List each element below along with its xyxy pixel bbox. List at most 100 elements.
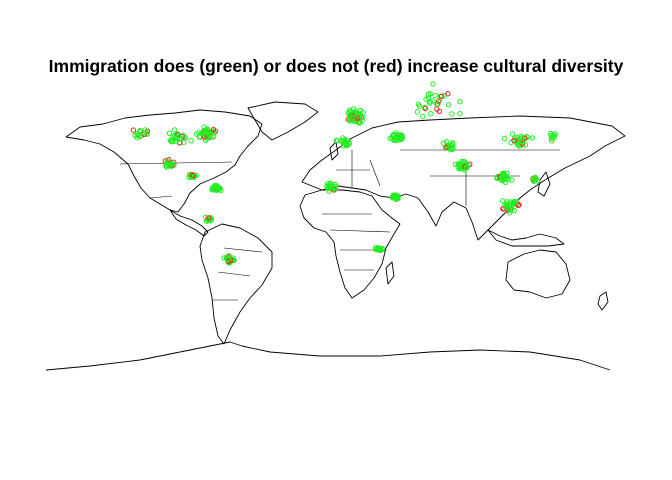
point-yes bbox=[548, 135, 555, 141]
point-yes bbox=[360, 114, 366, 121]
point-yes bbox=[456, 166, 462, 172]
point-no bbox=[439, 93, 445, 100]
point-yes bbox=[420, 113, 426, 120]
uk-outline bbox=[329, 141, 339, 161]
point-yes bbox=[414, 109, 421, 115]
plot-title: Immigration does (green) or does not (re… bbox=[48, 56, 624, 76]
point-yes bbox=[530, 175, 536, 181]
point-yes bbox=[332, 183, 339, 190]
point-yes bbox=[188, 138, 194, 144]
point-yes bbox=[393, 130, 399, 136]
point-yes bbox=[452, 161, 459, 168]
point-no bbox=[445, 91, 451, 97]
point-no bbox=[511, 137, 517, 144]
point-yes bbox=[432, 92, 438, 99]
point-no bbox=[175, 131, 181, 138]
point-yes bbox=[511, 199, 517, 205]
point-yes bbox=[549, 138, 555, 144]
point-yes bbox=[225, 256, 231, 262]
point-no bbox=[201, 134, 207, 140]
australia-outline bbox=[505, 249, 571, 299]
point-yes bbox=[141, 129, 147, 136]
point-yes bbox=[373, 244, 379, 251]
point-yes bbox=[457, 111, 463, 117]
point-yes bbox=[332, 185, 338, 192]
point-yes bbox=[507, 207, 514, 213]
point-no bbox=[520, 141, 526, 147]
south-america-outline bbox=[199, 223, 273, 345]
point-yes bbox=[166, 160, 172, 166]
point-yes bbox=[324, 183, 330, 190]
point-yes bbox=[501, 135, 508, 142]
point-yes bbox=[230, 255, 236, 261]
point-yes bbox=[356, 112, 362, 118]
point-yes bbox=[170, 133, 176, 139]
point-yes bbox=[134, 131, 140, 137]
point-yes bbox=[204, 135, 210, 142]
point-yes bbox=[504, 170, 510, 177]
point-no bbox=[210, 126, 217, 133]
indonesia-outline bbox=[487, 229, 565, 247]
point-yes bbox=[504, 199, 510, 205]
point-yes bbox=[507, 210, 513, 216]
point-yes bbox=[326, 188, 332, 194]
point-yes bbox=[434, 101, 440, 108]
point-yes bbox=[215, 185, 221, 191]
point-yes bbox=[446, 143, 453, 150]
point-yes bbox=[203, 128, 210, 134]
eurasia-outline bbox=[301, 115, 626, 241]
point-yes bbox=[428, 111, 434, 117]
point-yes bbox=[449, 111, 455, 117]
point-yes bbox=[444, 138, 450, 145]
point-no bbox=[436, 108, 443, 115]
point-yes bbox=[430, 98, 436, 104]
point-yes bbox=[504, 202, 510, 208]
point-yes bbox=[202, 214, 209, 221]
point-yes bbox=[449, 140, 456, 146]
point-yes bbox=[341, 139, 347, 145]
point-no bbox=[516, 202, 522, 208]
japan-outline bbox=[537, 171, 551, 197]
point-yes bbox=[325, 181, 331, 187]
point-yes bbox=[509, 131, 516, 137]
point-yes bbox=[519, 135, 525, 141]
new-zealand-outline bbox=[597, 291, 609, 311]
africa-outline bbox=[299, 189, 401, 299]
point-yes bbox=[499, 173, 505, 179]
point-yes bbox=[206, 131, 213, 137]
point-yes bbox=[373, 246, 379, 253]
point-yes bbox=[344, 142, 350, 149]
central-america-outline bbox=[169, 209, 209, 237]
point-yes bbox=[176, 136, 183, 142]
point-yes bbox=[508, 199, 514, 205]
point-yes bbox=[209, 184, 216, 191]
point-no bbox=[190, 172, 196, 179]
survey-points bbox=[130, 81, 558, 266]
point-yes bbox=[166, 162, 173, 169]
point-yes bbox=[357, 120, 363, 126]
point-yes bbox=[427, 91, 433, 97]
point-yes bbox=[416, 103, 423, 109]
point-yes bbox=[509, 177, 515, 183]
point-no bbox=[206, 215, 212, 221]
point-yes bbox=[445, 145, 451, 151]
greenland-outline bbox=[247, 101, 319, 141]
point-yes bbox=[357, 107, 363, 114]
point-yes bbox=[524, 134, 530, 140]
point-yes bbox=[352, 110, 358, 116]
antarctica-outline bbox=[45, 341, 611, 371]
point-yes bbox=[175, 132, 182, 139]
point-yes bbox=[445, 102, 452, 108]
point-no bbox=[422, 105, 428, 112]
point-yes bbox=[208, 216, 215, 222]
point-yes bbox=[430, 81, 436, 87]
point-yes bbox=[334, 137, 341, 144]
point-yes bbox=[347, 113, 353, 119]
point-yes bbox=[166, 130, 173, 137]
point-no bbox=[443, 144, 449, 151]
point-yes bbox=[171, 127, 178, 133]
point-yes bbox=[533, 175, 539, 181]
point-yes bbox=[463, 165, 470, 171]
point-yes bbox=[514, 140, 520, 147]
point-no bbox=[207, 134, 213, 141]
